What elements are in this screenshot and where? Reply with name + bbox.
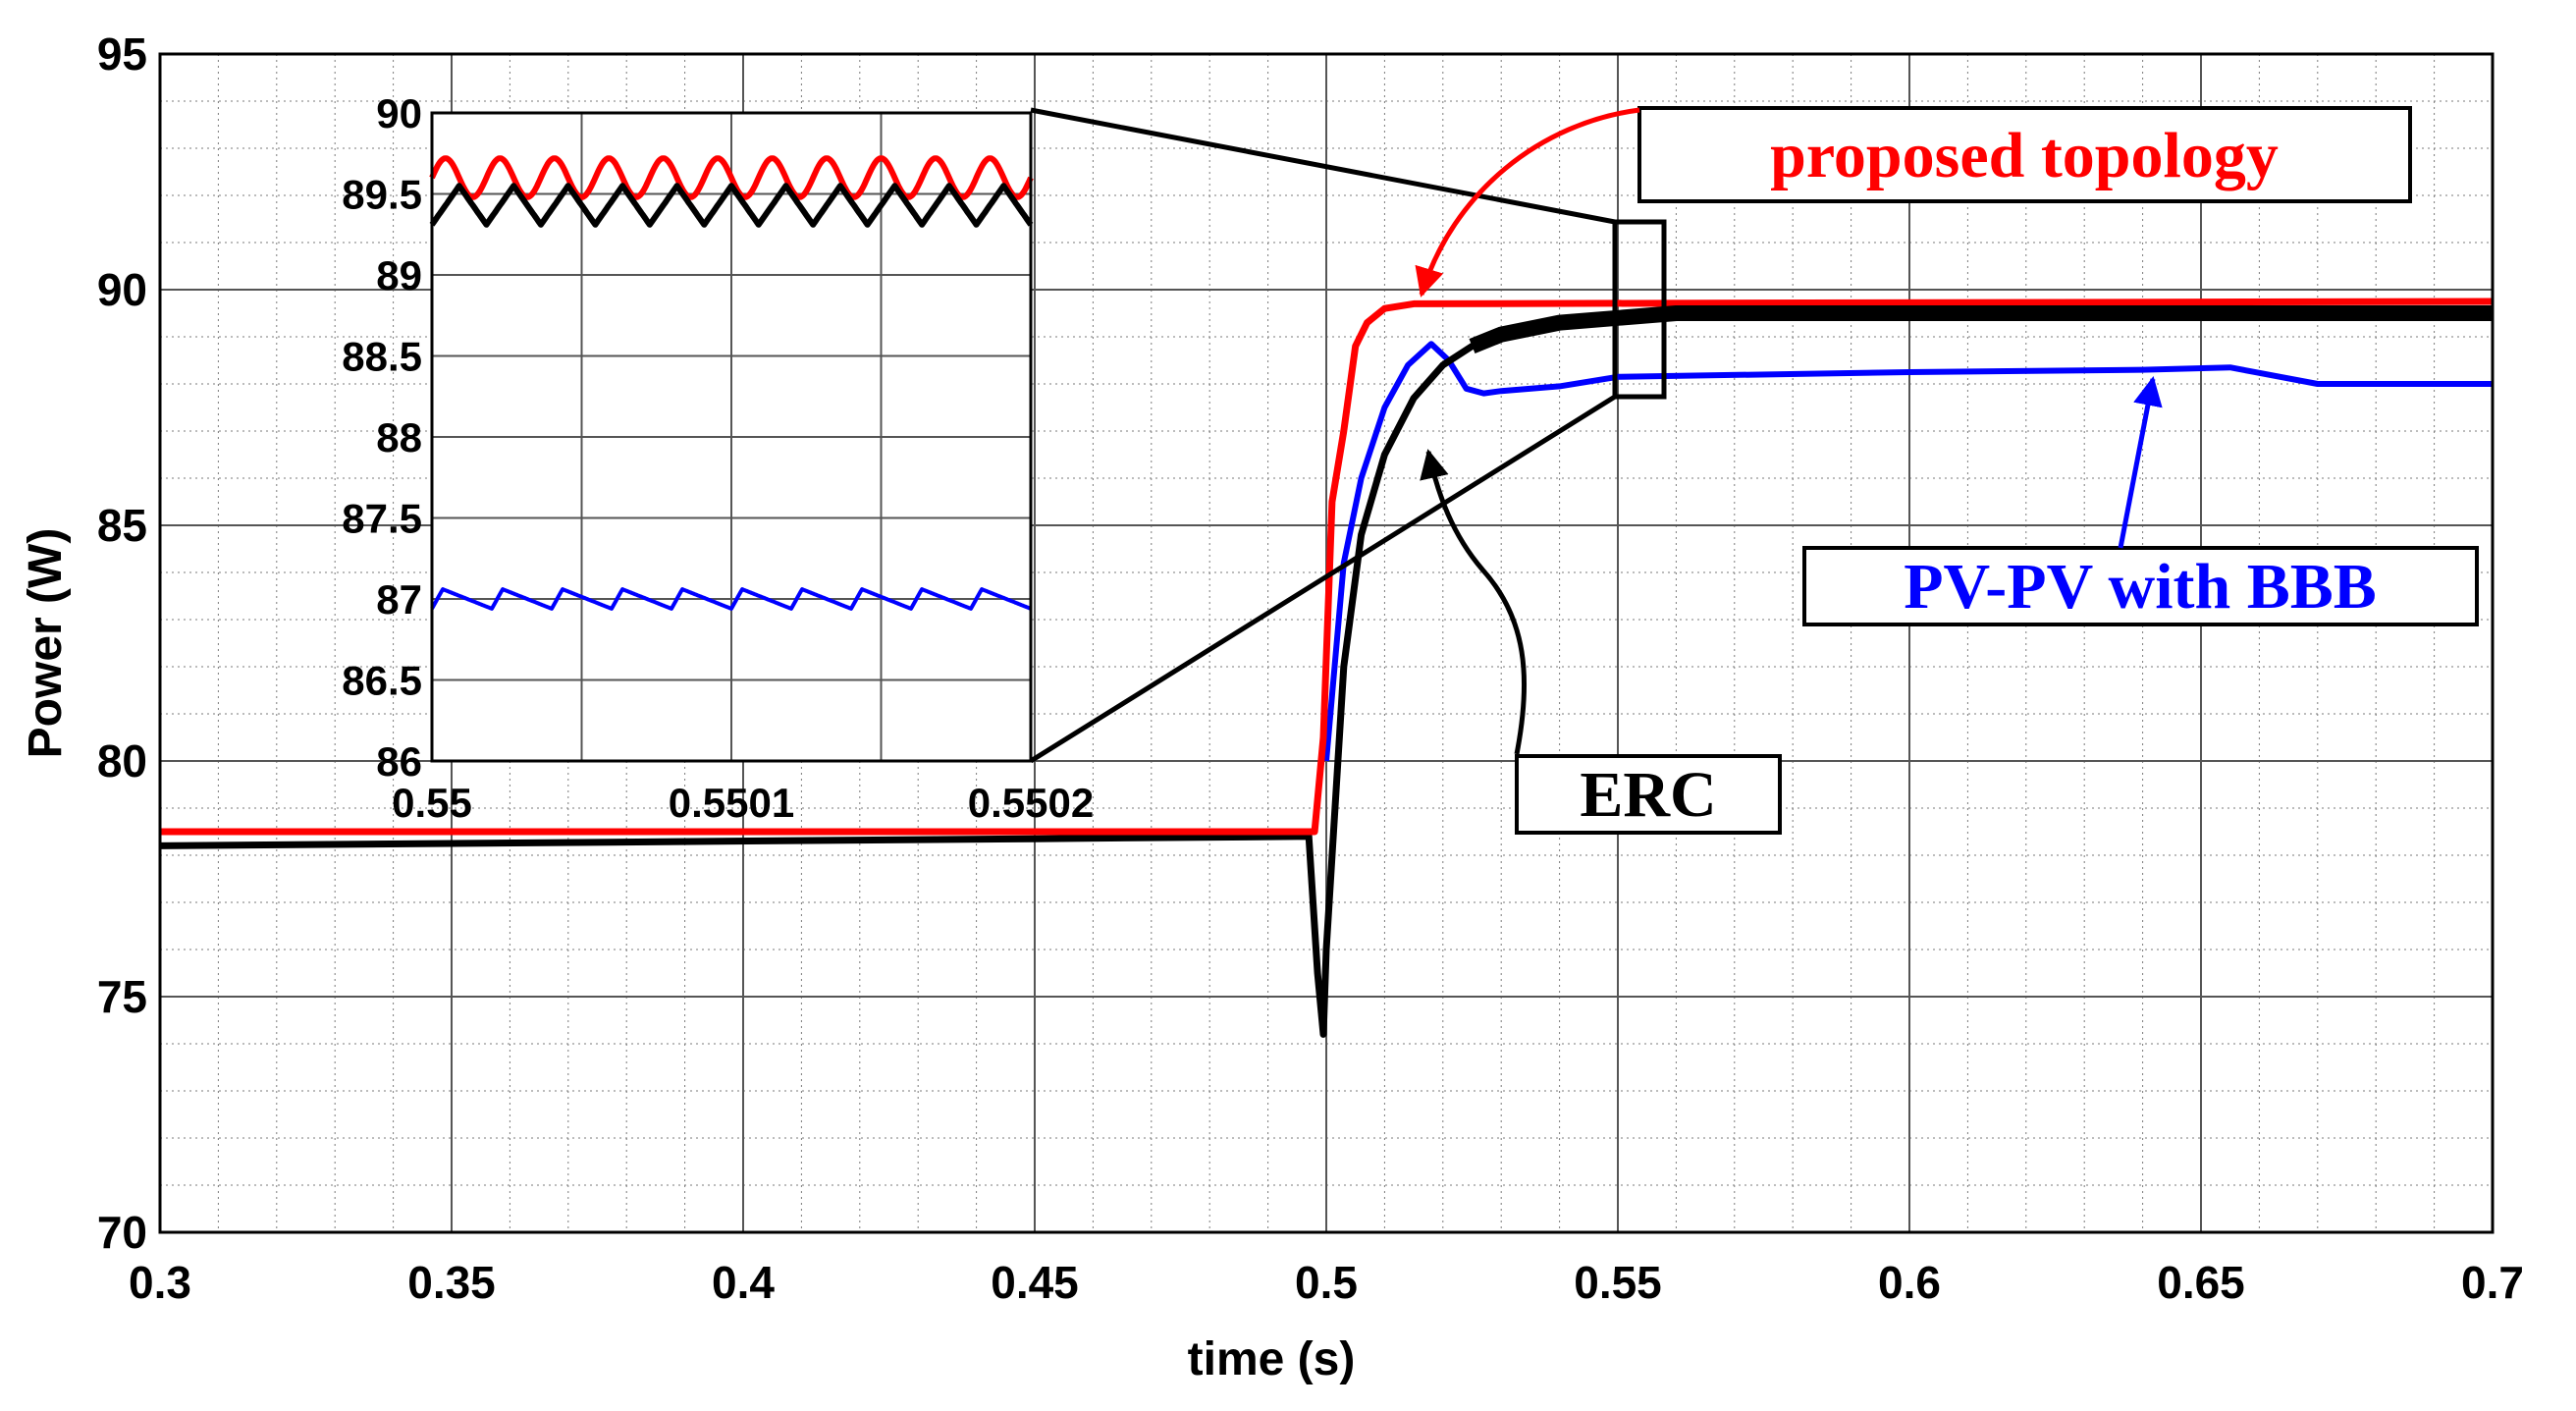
y-tick-label: 75: [97, 971, 147, 1022]
erc-label-box: [1515, 754, 1782, 835]
inset-series-erc: [429, 183, 1034, 228]
inset-y-tick-label: 86.5: [342, 658, 422, 704]
y-tick-label: 95: [97, 28, 147, 80]
inset-x-tick-label: 0.5501: [669, 780, 794, 826]
inset-y-tick-label: 88.5: [342, 334, 422, 380]
zoom-connector-bottom: [1029, 394, 1617, 764]
y-tick-label: 90: [97, 264, 147, 315]
zoom-connector-top: [1030, 107, 1616, 225]
y-tick-label: 80: [97, 735, 147, 787]
x-tick-label: 0.4: [712, 1257, 775, 1308]
y-axis-label: Power (W): [20, 528, 72, 759]
series-line-pv-pv-with-bbb: [1323, 341, 2493, 762]
annotation-bbb: PV-PV with BBB: [1802, 376, 2479, 626]
inset-frame: [430, 111, 1033, 763]
plot-frame: [158, 52, 2495, 1234]
x-tick-label: 0.55: [1574, 1257, 1662, 1308]
inset-y-tick-label: 87.5: [342, 496, 422, 542]
inset-y-tick-label: 89: [376, 252, 422, 298]
inset-y-tick-label: 87: [376, 576, 422, 623]
inset-y-tick-label: 86: [376, 738, 422, 785]
inset-y-tick-label: 89.5: [342, 172, 422, 218]
inset-ticks: 86 86.5 87 87.5 88 88.5 89 89.5 90 0.55 0.5501 0.55…: [342, 90, 1094, 826]
annotation-erc: ERC: [1420, 449, 1782, 835]
erc-arrow: [1420, 449, 1528, 755]
bbb-label: PV-PV with BBB: [1904, 551, 2377, 623]
proposed-label: proposed topology: [1770, 120, 2279, 191]
y-tick-label: 70: [97, 1207, 147, 1258]
annotation-proposed: proposed topology: [1415, 106, 2412, 298]
bbb-arrow: [2118, 376, 2163, 549]
x-tick-label: 0.65: [2157, 1257, 2245, 1308]
inset-x-tick-label: 0.55: [392, 780, 472, 826]
x-tick-label: 0.6: [1878, 1257, 1941, 1308]
x-axis-label: time (s): [1188, 1333, 1356, 1385]
proposed-arrow: [1415, 107, 1640, 298]
y-tick-label: 85: [97, 500, 147, 551]
inset-y-tick-label: 88: [376, 414, 422, 461]
inset-series-pv-pv-with-bbb: [430, 587, 1032, 611]
x-tick-label: 0.45: [991, 1257, 1079, 1308]
main-ticks: 0.3 0.35 0.4 0.45 0.5 0.55 0.6 0.65 0.7 70 75 80 85 9…: [97, 28, 2524, 1308]
x-tick-label: 0.3: [129, 1257, 191, 1308]
series-layer: [159, 298, 2494, 1038]
inset-x-tick-label: 0.5502: [968, 780, 1094, 826]
bbb-label-box: [1802, 546, 2479, 626]
inset-zoom-plot: 86 86.5 87 87.5 88 88.5 89 89.5 90 0.55 0.5501 0.55…: [342, 90, 1094, 826]
proposed-label-box: [1637, 106, 2412, 203]
series-line-proposed-topology: [160, 298, 2494, 836]
series-line-erc-steady: [1469, 305, 2493, 354]
x-tick-label: 0.5: [1295, 1257, 1358, 1308]
inset-series: [429, 155, 1034, 611]
erc-label: ERC: [1580, 759, 1716, 831]
inset-series-proposed-topology: [429, 155, 1034, 200]
x-tick-label: 0.7: [2461, 1257, 2524, 1308]
zoom-rectangle: [1612, 219, 1667, 400]
inset-y-tick-label: 90: [376, 90, 422, 136]
x-tick-label: 0.35: [407, 1257, 496, 1308]
